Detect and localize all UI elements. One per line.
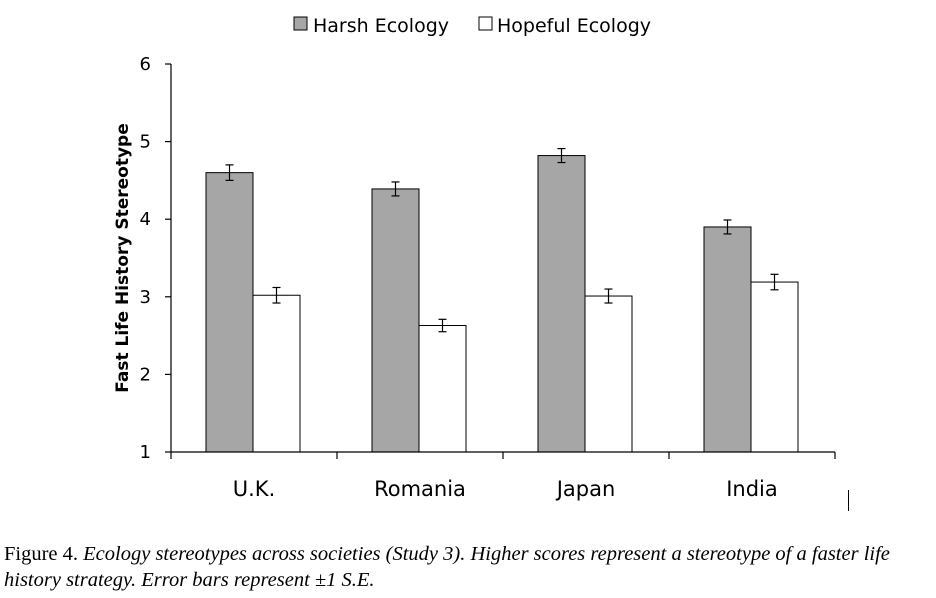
bar-harsh-1	[371, 188, 420, 453]
x-category-label-3: India	[726, 477, 778, 501]
y-tick-label-1: 1	[140, 442, 151, 463]
plot-area: 1 2 3 4 5 6 U.K. Romania Japan India	[140, 54, 836, 501]
legend-label-harsh: Harsh Ecology	[313, 15, 449, 37]
bar-harsh-2	[537, 155, 586, 453]
bar-chart: Harsh Ecology Hopeful Ecology Fast Life …	[113, 15, 836, 501]
y-axis-label: Fast Life History Stereotype	[113, 123, 133, 393]
legend-swatch-hopeful	[478, 16, 493, 31]
figure-caption: Figure 4. Ecology stereotypes across soc…	[4, 541, 934, 593]
caption-label: Figure 4.	[4, 543, 79, 565]
x-category-label-2: Japan	[555, 477, 616, 501]
bar-hopeful-2	[584, 295, 633, 453]
y-tick-label-5: 5	[140, 132, 151, 153]
legend-swatch-harsh	[293, 16, 308, 31]
chart-area: Harsh Ecology Hopeful Ecology Fast Life …	[113, 15, 836, 501]
y-tick-label-6: 6	[140, 54, 151, 75]
bar-harsh-0	[205, 172, 254, 453]
bar-hopeful-0	[252, 294, 301, 453]
y-tick-label-3: 3	[140, 287, 151, 308]
caption-text: Ecology stereotypes across societies (St…	[4, 543, 890, 591]
stray-vertical-mark	[848, 490, 849, 511]
bar-hopeful-3	[750, 281, 799, 453]
legend: Harsh Ecology Hopeful Ecology	[293, 15, 651, 37]
legend-label-hopeful: Hopeful Ecology	[497, 15, 651, 37]
y-tick-label-2: 2	[140, 364, 151, 385]
bar-hopeful-1	[418, 325, 467, 453]
y-tick-label-4: 4	[140, 209, 151, 230]
x-category-label-0: U.K.	[233, 477, 276, 501]
x-category-label-1: Romania	[374, 477, 466, 501]
bar-harsh-3	[703, 226, 752, 453]
